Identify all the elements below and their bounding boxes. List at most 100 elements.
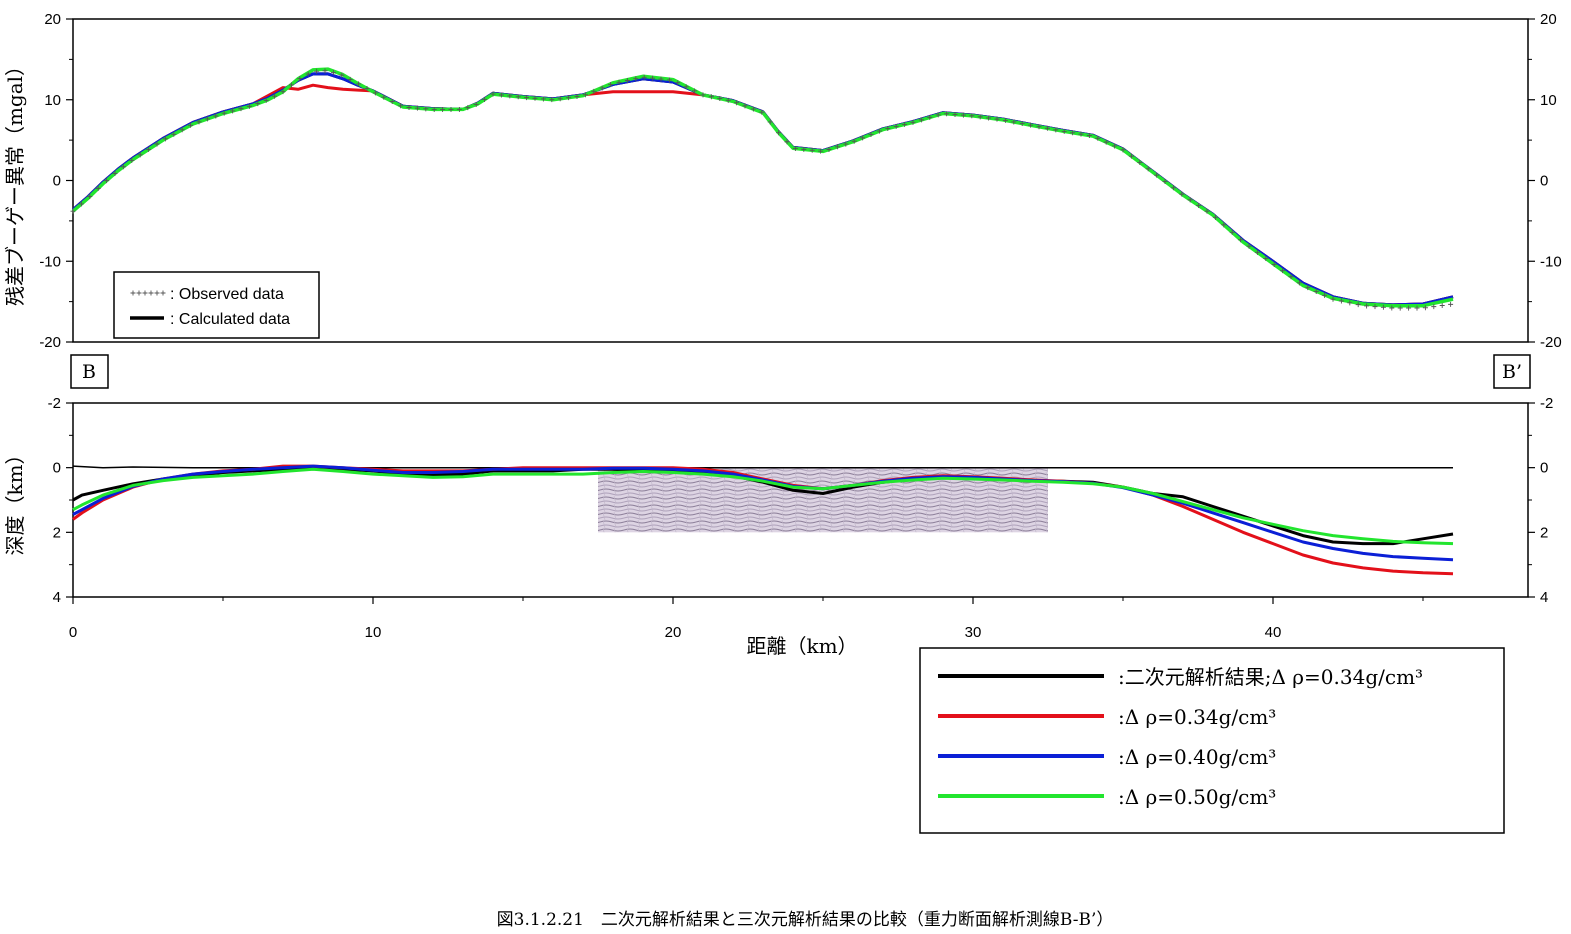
observed-point: [246, 103, 252, 109]
gravity-y-axis-label: 残差ブーゲー異常（mgal）: [3, 56, 27, 306]
observed-point: [566, 95, 572, 101]
observed-point: [1002, 117, 1008, 123]
observed-point: [1128, 153, 1134, 159]
observed-point: [482, 97, 488, 103]
observed-point: [1254, 249, 1260, 255]
observed-point: [524, 95, 530, 101]
observed-point: [507, 93, 513, 99]
observed-point: [1355, 302, 1361, 308]
observed-point: [557, 96, 563, 102]
observed-point: [1061, 128, 1067, 134]
observed-point: [162, 136, 168, 142]
observed-point: [692, 88, 698, 94]
observed-point: [188, 122, 194, 128]
observed-point: [1196, 203, 1202, 209]
observed-point: [171, 131, 177, 137]
observed-point: [1422, 305, 1428, 311]
depth-profile-panel: -2 -2 0 0 2 2 4 4 0 10 20 30 40 深度（km） 距離（km）: [3, 395, 1553, 658]
observed-point: [776, 130, 782, 136]
observed-point: [994, 116, 1000, 122]
legend-calculated-label: : Calculated data: [170, 311, 290, 328]
observed-point: [1204, 208, 1210, 214]
observed-point: [1389, 305, 1395, 311]
observed-point: [297, 76, 303, 82]
observed-point: [1162, 178, 1168, 184]
observed-point: [398, 103, 404, 109]
density-legend-label-rho-034: :Δ ρ=0.34g/cm³: [1118, 705, 1276, 729]
depth-y-tick-label-right: 4: [1540, 589, 1548, 606]
observed-point: [1019, 121, 1025, 127]
observed-point: [767, 119, 773, 125]
observed-point: [1271, 262, 1277, 268]
observed-point: [666, 77, 672, 83]
observed-point: [288, 82, 294, 88]
observed-point: [1187, 197, 1193, 203]
observed-point: [1170, 185, 1176, 191]
observed-point: [742, 103, 748, 109]
observed-point: [675, 80, 681, 86]
depth-y-tick-label-left: 4: [53, 589, 61, 606]
observed-point: [843, 141, 849, 147]
gravity-y-tick-label-left: -10: [39, 253, 61, 270]
observed-point: [1322, 292, 1328, 298]
gravity-y-tick-label-right: -20: [1540, 334, 1562, 351]
observed-point: [960, 112, 966, 118]
observed-point: [1011, 119, 1017, 125]
observed-point: [356, 81, 362, 87]
depth-line-surface: [72, 465, 1453, 469]
observed-point: [221, 110, 227, 116]
distance-x-tick-label: 20: [665, 624, 682, 641]
observed-point: [952, 111, 958, 117]
observed-point: [918, 117, 924, 123]
observed-point: [1330, 296, 1336, 302]
observed-point: [179, 127, 185, 133]
observed-point: [1086, 133, 1092, 139]
gravity-line-rho-040: [72, 72, 1454, 307]
observed-point: [1078, 131, 1084, 137]
observed-point: [1053, 127, 1059, 133]
depth-y-tick-label-left: 2: [53, 524, 61, 541]
observed-point: [1280, 268, 1286, 274]
observed-point: [272, 93, 278, 99]
observed-point: [750, 106, 756, 112]
distance-x-axis-label: 距離（km）: [746, 634, 857, 658]
observed-point: [801, 146, 807, 152]
observed-point: [120, 164, 126, 170]
observed-point: [1296, 280, 1302, 286]
density-legend-box: [919, 647, 1505, 834]
observed-point: [414, 105, 420, 111]
observed-point: [549, 97, 555, 103]
observed-point: [137, 152, 143, 158]
observed-point: [1154, 172, 1160, 178]
observed-point: [885, 125, 891, 131]
observed-point: [826, 146, 832, 152]
gravity-line-calc-2d: [72, 72, 1454, 307]
observed-point: [616, 79, 622, 85]
distance-x-tick-label: 0: [69, 624, 77, 641]
gravity-y-ticks: 20 20 10 10 0 0 -10 -10 -20 -20: [39, 11, 1561, 351]
observed-point: [515, 94, 521, 100]
observed-point: [591, 88, 597, 94]
section-marker-right-box: [1493, 354, 1531, 389]
observed-point: [347, 76, 353, 82]
section-marker-right: B’: [1493, 354, 1531, 389]
observed-point: [1221, 222, 1227, 228]
distance-x-tick-label: 40: [1265, 624, 1282, 641]
gravity-y-tick-label-right: -10: [1540, 253, 1562, 270]
observed-point: [1364, 303, 1370, 309]
observed-point: [734, 100, 740, 106]
legend-observed-cross: [154, 290, 160, 296]
observed-point: [364, 85, 370, 91]
observed-point: [1112, 143, 1118, 149]
observed-point: [1036, 124, 1042, 130]
observed-point: [213, 113, 219, 119]
gravity-series-lines: [71, 67, 1454, 308]
observed-point: [238, 106, 244, 112]
observed-point: [322, 68, 328, 74]
gravity-y-tick-label-right: 10: [1540, 92, 1557, 109]
depth-y-tick-label-right: -2: [1540, 395, 1553, 412]
observed-point: [633, 76, 639, 82]
observed-point: [1431, 304, 1437, 310]
depth-y-tick-label-left: 0: [53, 460, 61, 477]
observed-point: [599, 85, 605, 91]
